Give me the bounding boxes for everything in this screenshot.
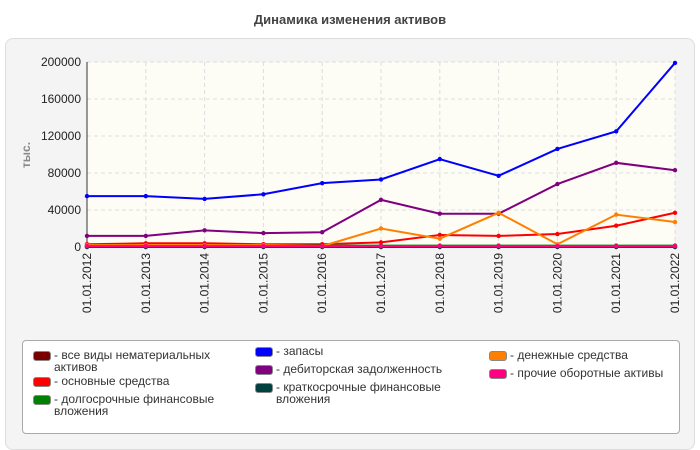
- data-point: [84, 193, 90, 199]
- legend-label: - краткосрочные финансовые вложения: [276, 380, 441, 406]
- data-point: [143, 243, 148, 249]
- data-point: [437, 211, 442, 216]
- legend-swatch: [489, 351, 507, 361]
- y-tick-label: 120000: [41, 129, 81, 143]
- data-point: [496, 243, 501, 249]
- data-point: [672, 243, 678, 249]
- data-point: [555, 181, 560, 187]
- data-point: [320, 180, 325, 186]
- data-point: [84, 243, 90, 249]
- legend-label: - все виды нематериальных активов: [54, 348, 211, 374]
- data-point: [437, 236, 442, 241]
- y-tick-label: 160000: [41, 92, 81, 106]
- data-point: [261, 192, 266, 197]
- legend-label: - прочие оборотные активы: [510, 366, 664, 380]
- x-tick-label: 01.01.2016: [315, 253, 329, 313]
- data-point: [202, 228, 207, 233]
- chart-title: Динамика изменения активов: [253, 12, 447, 27]
- legend-label: - дебиторская задолженность: [276, 362, 443, 376]
- data-point: [143, 233, 148, 239]
- data-point: [378, 177, 384, 182]
- data-point: [378, 240, 384, 245]
- line-chart: 0 40000 80000 120000 160000 200000 01.01.2012 0…: [19, 55, 682, 313]
- x-tick-label: 01.01.2012: [80, 253, 94, 313]
- x-tick-label: 01.01.2020: [550, 253, 564, 313]
- data-point: [496, 233, 501, 239]
- data-point: [84, 233, 90, 239]
- data-point: [555, 146, 560, 152]
- data-point: [555, 243, 560, 249]
- x-tick-label: 01.01.2019: [492, 253, 506, 313]
- legend-item: - долгосрочные финансовые вложения: [33, 393, 233, 417]
- y-tick-label: 80000: [48, 166, 82, 180]
- legend-label: - денежные средства: [510, 348, 628, 362]
- x-tick-label: 01.01.2018: [433, 253, 447, 313]
- data-point: [378, 226, 384, 231]
- data-point: [672, 168, 678, 173]
- x-tick-label: 01.01.2013: [139, 253, 153, 313]
- x-tick-label: 01.01.2021: [609, 253, 623, 313]
- data-point: [672, 210, 678, 215]
- legend-item: - прочие оборотные активы: [489, 367, 689, 379]
- legend: - все виды нематериальных активов - основ…: [22, 340, 680, 434]
- legend-item: - краткосрочные финансовые вложения: [255, 381, 475, 405]
- data-point: [672, 60, 678, 66]
- data-point: [437, 156, 442, 162]
- y-tick-label: 0: [74, 240, 81, 254]
- data-point: [143, 193, 148, 199]
- data-point: [614, 129, 619, 134]
- data-point: [261, 230, 266, 236]
- x-tick-label: 01.01.2022: [668, 253, 682, 313]
- y-tick-label: 40000: [48, 203, 82, 217]
- data-point: [614, 223, 619, 228]
- legend-item: - запасы: [255, 345, 475, 357]
- legend-item: - основные средства: [33, 375, 233, 387]
- data-point: [202, 196, 207, 202]
- data-point: [202, 243, 207, 249]
- data-point: [261, 243, 266, 249]
- legend-swatch: [489, 369, 507, 379]
- legend-swatch: [33, 395, 51, 405]
- data-point: [320, 230, 325, 235]
- data-point: [378, 243, 384, 249]
- x-tick-label: 01.01.2015: [256, 253, 270, 313]
- y-tick-label: 200000: [41, 55, 81, 69]
- legend-label: - запасы: [276, 344, 324, 358]
- data-point: [496, 173, 501, 178]
- legend-item: - все виды нематериальных активов: [33, 349, 233, 373]
- legend-swatch: [255, 365, 273, 375]
- x-tick-label: 01.01.2014: [198, 253, 212, 313]
- data-point: [614, 212, 619, 217]
- data-point: [320, 243, 325, 249]
- data-point: [614, 243, 619, 249]
- y-axis-label: тыс.: [19, 142, 33, 168]
- legend-swatch: [33, 351, 51, 361]
- x-tick-label: 01.01.2017: [374, 253, 388, 313]
- legend-swatch: [255, 347, 273, 357]
- legend-swatch: [33, 377, 51, 387]
- data-point: [437, 232, 442, 238]
- legend-item: - дебиторская задолженность: [255, 363, 475, 375]
- data-point: [378, 197, 384, 203]
- data-point: [496, 210, 501, 215]
- legend-swatch: [255, 383, 273, 393]
- legend-item: - денежные средства: [489, 349, 689, 361]
- data-point: [672, 219, 678, 225]
- legend-label: - долгосрочные финансовые вложения: [54, 392, 215, 418]
- legend-label: - основные средства: [54, 374, 170, 388]
- data-point: [614, 160, 619, 166]
- data-point: [555, 231, 560, 237]
- data-point: [437, 243, 442, 249]
